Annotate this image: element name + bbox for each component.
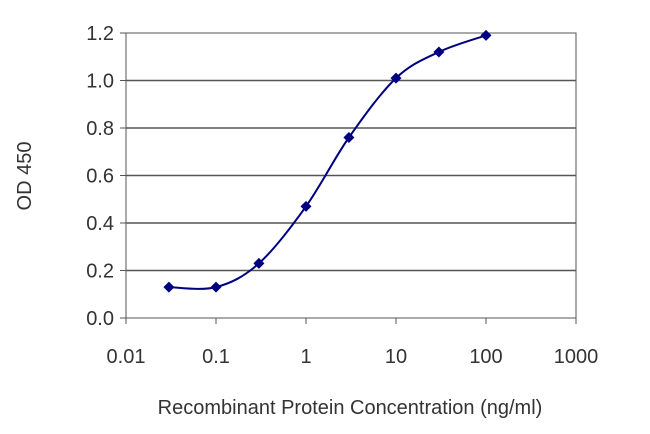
x-tick-labels: 0.01 0.1 1 10 100 1000 xyxy=(107,346,599,368)
x-tick-label: 1000 xyxy=(554,346,599,368)
y-tick-labels: 0.0 0.2 0.4 0.6 0.8 1.0 1.2 xyxy=(86,23,114,330)
x-tick-label: 10 xyxy=(385,346,407,368)
data-point-marker xyxy=(210,281,222,293)
data-point-marker xyxy=(253,257,265,269)
x-tick-label: 1 xyxy=(300,346,311,368)
data-point-marker xyxy=(480,29,492,41)
x-tick-label: 100 xyxy=(469,346,502,368)
x-tick-marks xyxy=(125,318,577,324)
y-tick-label: 0.2 xyxy=(86,261,114,283)
series-markers xyxy=(163,29,492,293)
y-tick-label: 1.2 xyxy=(86,23,114,45)
y-tick-label: 0.0 xyxy=(86,308,114,330)
x-tick-label: 0.1 xyxy=(202,346,230,368)
y-tick-label: 0.4 xyxy=(86,213,114,235)
x-axis-title: Recombinant Protein Concentration (ng/ml… xyxy=(158,397,543,419)
series-line xyxy=(168,34,487,290)
data-point-marker xyxy=(300,200,312,212)
y-tick-label: 1.0 xyxy=(86,71,114,93)
y-axis-title: OD 450 xyxy=(14,142,36,211)
y-gridlines xyxy=(126,79,576,272)
y-tick-label: 0.6 xyxy=(86,166,114,188)
x-tick-label: 0.01 xyxy=(107,346,146,368)
data-point-marker xyxy=(433,46,445,58)
data-point-marker xyxy=(343,132,355,143)
y-tick-label: 0.8 xyxy=(86,118,114,140)
y-tick-marks xyxy=(120,32,126,319)
data-point-marker xyxy=(390,72,402,84)
data-point-marker xyxy=(163,281,175,293)
